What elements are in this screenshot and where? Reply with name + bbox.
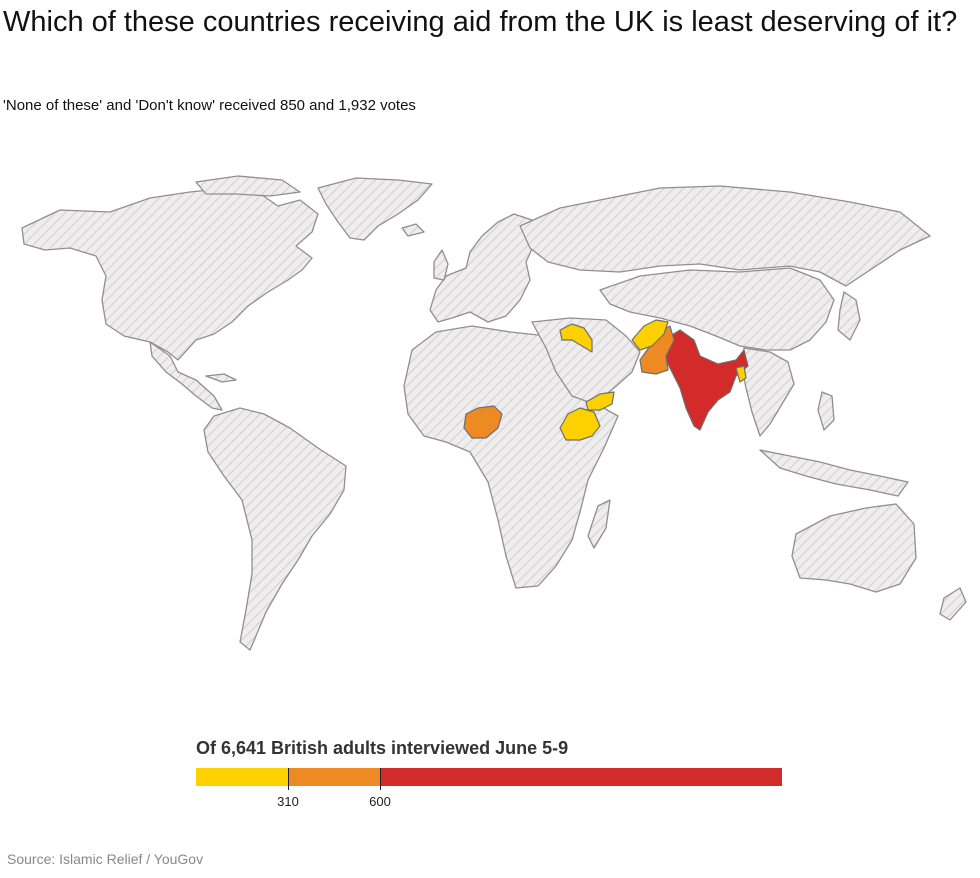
iceland [401, 223, 425, 237]
central-america [149, 341, 223, 411]
country-bangladesh [735, 365, 747, 383]
country-nigeria [463, 405, 503, 439]
central-east-asia [599, 267, 835, 351]
legend-color-scale [196, 768, 782, 786]
philippines [817, 391, 835, 431]
country-syria [559, 323, 593, 353]
legend-bin-low [196, 768, 288, 786]
land-masses [21, 175, 967, 651]
legend-title: Of 6,641 British adults interviewed June… [196, 738, 569, 758]
caribbean [205, 373, 237, 383]
madagascar [587, 499, 611, 549]
north-america [21, 187, 319, 361]
japan [837, 291, 861, 341]
middle-east [531, 317, 641, 405]
country-afghanistan [631, 319, 669, 351]
arctic-islands [195, 175, 301, 197]
greenland [317, 177, 433, 241]
chart-title: Which of these countries receiving aid f… [3, 6, 958, 38]
source-note: Source: Islamic Relief / YouGov [7, 851, 204, 867]
highlighted-countries [463, 319, 749, 441]
country-india [663, 329, 749, 431]
world-map [21, 175, 967, 651]
legend-bin-high [380, 768, 782, 786]
australia [791, 503, 917, 593]
country-ethiopia [559, 407, 601, 441]
legend-tick-mark [380, 768, 381, 790]
southeast-asia [741, 347, 795, 437]
new-zealand [939, 587, 967, 621]
legend-tick-label: 310 [277, 794, 299, 809]
uk-ireland [433, 249, 449, 281]
south-america [203, 407, 347, 651]
northern-asia [519, 185, 931, 287]
chart-subtitle: 'None of these' and 'Don't know' receive… [3, 97, 416, 114]
legend-bin-mid [288, 768, 380, 786]
legend-tick-label: 600 [369, 794, 391, 809]
indonesia [759, 449, 909, 497]
legend-tick-mark [288, 768, 289, 790]
